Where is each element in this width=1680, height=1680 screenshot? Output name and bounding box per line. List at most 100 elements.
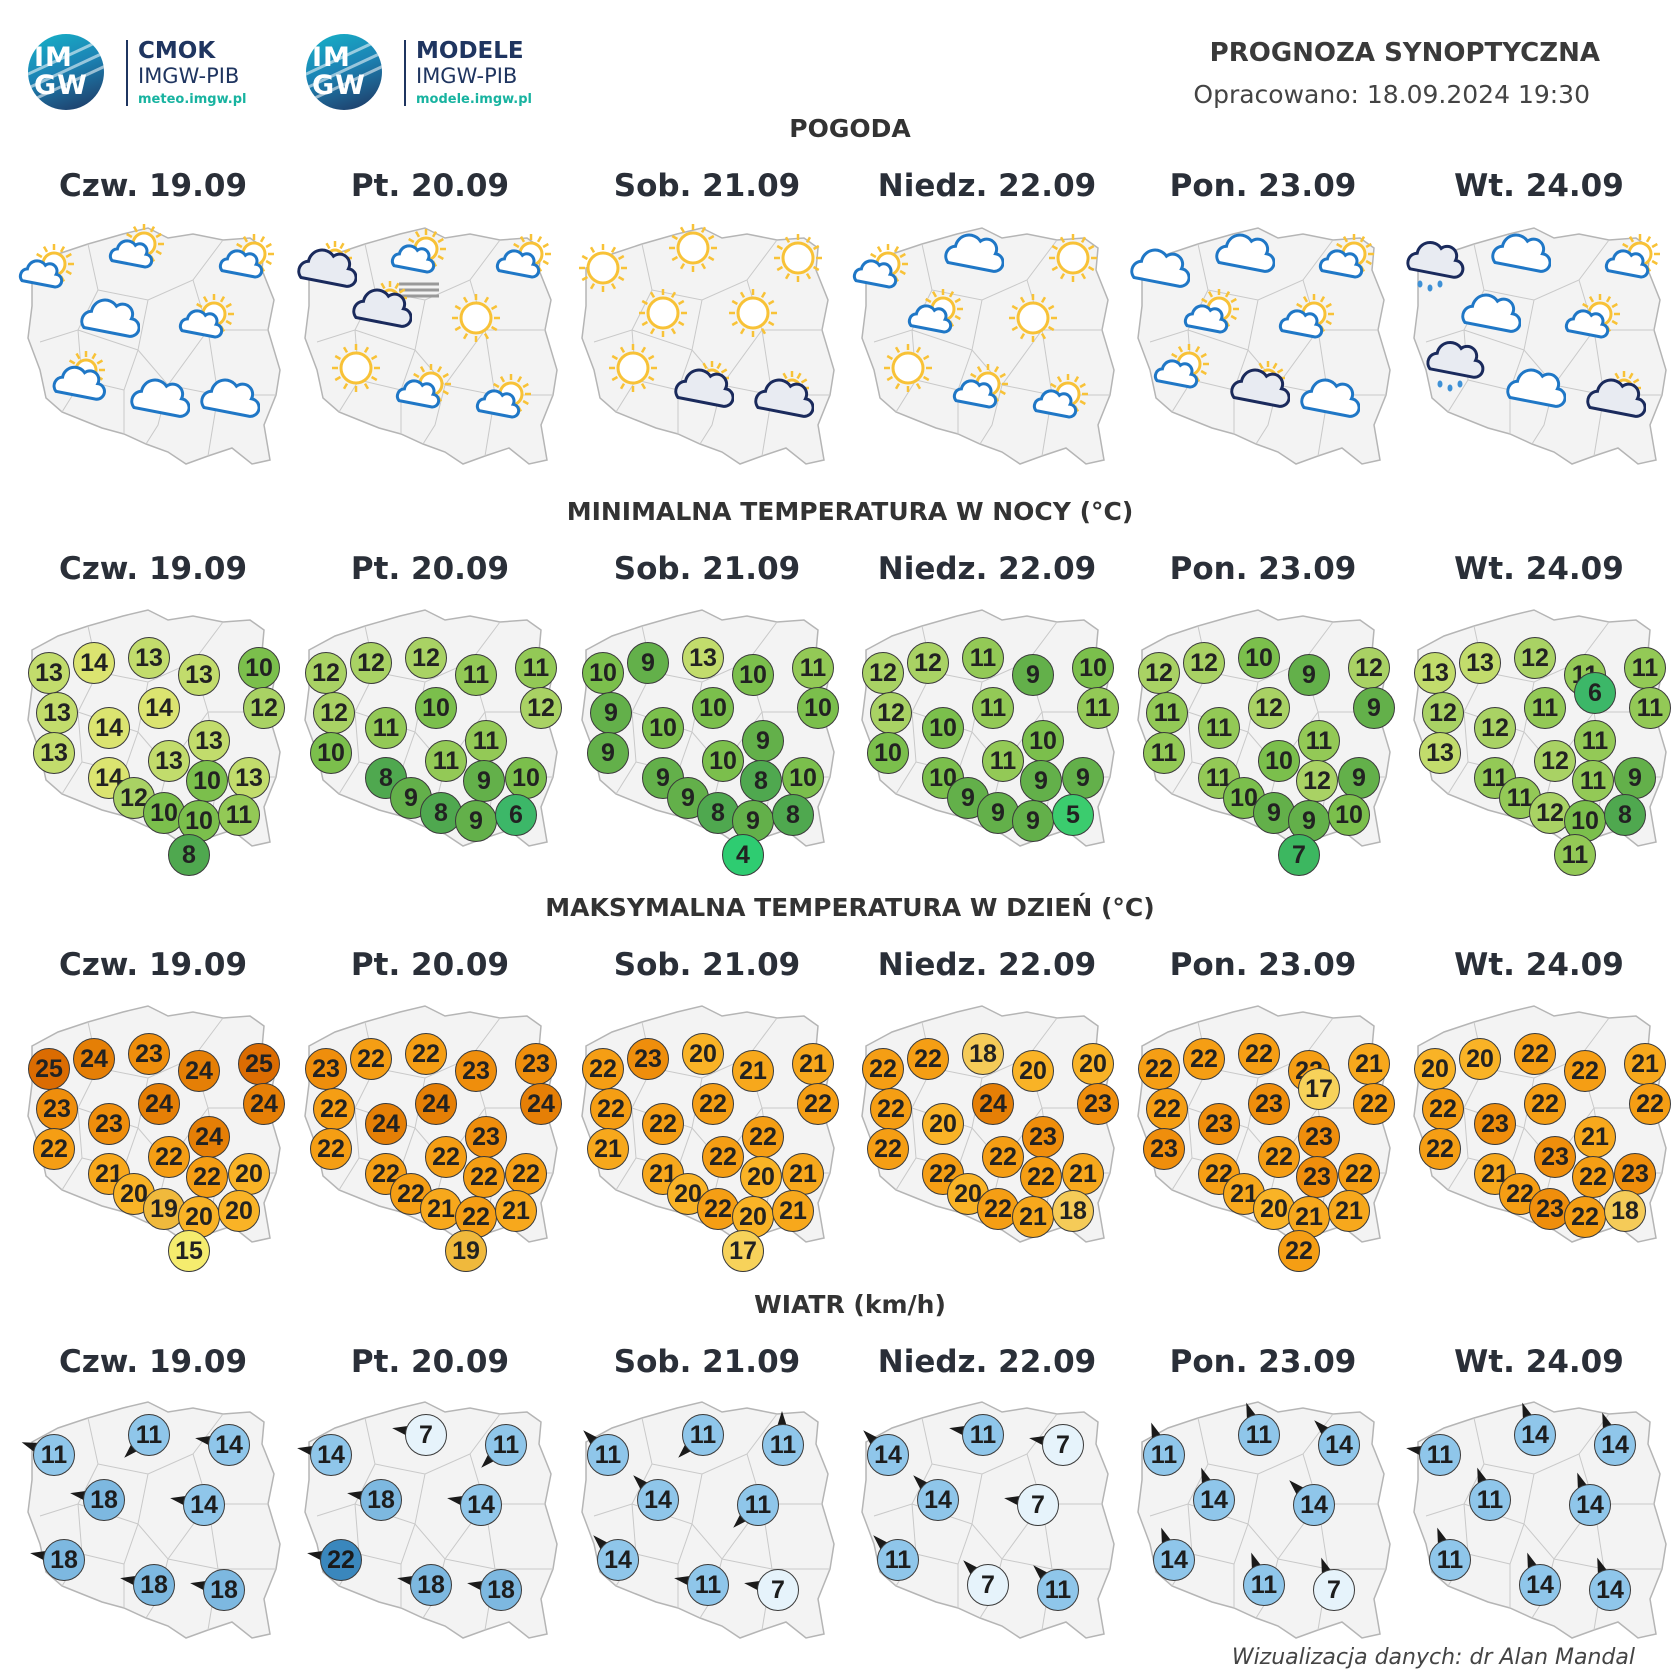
sun-cloud-small-icon bbox=[390, 229, 446, 274]
temperature-badge: 20 bbox=[682, 1033, 724, 1075]
temperature-badge: 12 bbox=[907, 642, 949, 684]
section-title-wind: WIATR (km/h) bbox=[754, 1290, 946, 1319]
rain-cloud-icon bbox=[1406, 241, 1465, 292]
temperature-badge: 12 bbox=[313, 692, 355, 734]
day-label: Pt. 20.09 bbox=[350, 1344, 510, 1380]
day-label: Wt. 24.09 bbox=[1454, 947, 1624, 983]
modele-logo[interactable]: IM GW MODELE IMGW-PIB modele.imgw.pl bbox=[306, 34, 556, 114]
wind-speed-badge: 14 bbox=[1569, 1484, 1611, 1526]
wind-speed-badge: 11 bbox=[737, 1484, 779, 1526]
temperature-badge: 10 bbox=[922, 707, 964, 749]
day-label: Niedz. 22.09 bbox=[877, 1344, 1097, 1380]
temperature-badge: 19 bbox=[445, 1230, 487, 1272]
wind-speed-badge: 11 bbox=[687, 1564, 729, 1606]
cmok-logo[interactable]: IM GW CMOK IMGW-PIB meteo.imgw.pl bbox=[28, 34, 278, 114]
wind-speed-badge: 14 bbox=[1193, 1479, 1235, 1521]
day-label: Czw. 19.09 bbox=[58, 551, 248, 587]
temperature-badge: 22 bbox=[742, 1116, 784, 1158]
temperature-badge: 13 bbox=[36, 692, 78, 734]
logo-mark-top: IM bbox=[312, 42, 351, 73]
sun-cloud-small-icon bbox=[1183, 289, 1239, 334]
temperature-badge: 6 bbox=[495, 794, 537, 836]
temperature-badge: 22 bbox=[982, 1136, 1024, 1178]
temperature-badge: 22 bbox=[590, 1088, 632, 1130]
temperature-badge: 23 bbox=[515, 1043, 557, 1085]
temperature-badge: 22 bbox=[505, 1153, 547, 1195]
day-label: Pon. 23.09 bbox=[1169, 1344, 1357, 1380]
wind-speed-badge: 11 bbox=[1037, 1569, 1079, 1611]
temperature-badge: 10 bbox=[415, 687, 457, 729]
temperature-badge: 21 bbox=[792, 1043, 834, 1085]
temperature-badge: 10 bbox=[1022, 720, 1064, 762]
sun-icon bbox=[774, 234, 822, 282]
temperature-badge: 11 bbox=[455, 654, 497, 696]
temperature-badge: 10 bbox=[186, 760, 228, 802]
cloud-icon bbox=[1461, 293, 1521, 333]
temperature-badge: 22 bbox=[1183, 1038, 1225, 1080]
day-label: Sob. 21.09 bbox=[613, 1344, 801, 1380]
wind-speed-badge: 11 bbox=[1419, 1434, 1461, 1476]
temperature-badge: 22 bbox=[867, 1128, 909, 1170]
temperature-badge: 11 bbox=[1574, 720, 1616, 762]
logo-url[interactable]: meteo.imgw.pl bbox=[138, 92, 247, 107]
sun-icon bbox=[1009, 294, 1057, 342]
temperature-badge: 10 bbox=[642, 707, 684, 749]
temperature-badge: 23 bbox=[1298, 1116, 1340, 1158]
day-label: Niedz. 22.09 bbox=[877, 947, 1097, 983]
temperature-badge: 10 bbox=[1328, 794, 1370, 836]
temperature-badge: 8 bbox=[740, 760, 782, 802]
temperature-badge: 18 bbox=[962, 1033, 1004, 1075]
temperature-badge: 22 bbox=[365, 1153, 407, 1195]
temperature-badge: 9 bbox=[455, 800, 497, 842]
rain-cloud-icon bbox=[1426, 341, 1485, 392]
day-label: Pon. 23.09 bbox=[1169, 168, 1357, 204]
temperature-badge: 21 bbox=[1328, 1190, 1370, 1232]
temperature-badge: 22 bbox=[797, 1083, 839, 1125]
sun-icon bbox=[579, 244, 627, 292]
day-label: Pon. 23.09 bbox=[1169, 551, 1357, 587]
temperature-badge: 22 bbox=[405, 1033, 447, 1075]
temperature-badge: 22 bbox=[582, 1048, 624, 1090]
temperature-badge: 23 bbox=[88, 1103, 130, 1145]
temperature-badge: 10 bbox=[732, 654, 774, 696]
temperature-badge: 21 bbox=[1348, 1043, 1390, 1085]
temperature-badge: 11 bbox=[982, 740, 1024, 782]
temperature-badge: 9 bbox=[1012, 654, 1054, 696]
temperature-badge: 13 bbox=[178, 654, 220, 696]
wind-speed-badge: 7 bbox=[1313, 1569, 1355, 1611]
temperature-badge: 22 bbox=[463, 1156, 505, 1198]
temperature-badge: 23 bbox=[1614, 1153, 1656, 1195]
temperature-badge: 23 bbox=[1534, 1136, 1576, 1178]
temperature-badge: 22 bbox=[702, 1136, 744, 1178]
cloud-icon bbox=[1130, 248, 1190, 288]
temperature-badge: 23 bbox=[1143, 1128, 1185, 1170]
temperature-badge: 12 bbox=[350, 642, 392, 684]
temperature-badge: 13 bbox=[682, 637, 724, 679]
temperature-badge: 9 bbox=[1338, 757, 1380, 799]
dark-cloud-icon bbox=[297, 241, 357, 288]
temperature-badge: 22 bbox=[1422, 1088, 1464, 1130]
temperature-badge: 17 bbox=[722, 1230, 764, 1272]
logo-name: CMOK bbox=[138, 38, 216, 64]
sun-cloud-small-icon bbox=[18, 244, 74, 289]
cloud-icon bbox=[1215, 233, 1275, 273]
temperature-badge: 10 bbox=[692, 687, 734, 729]
sun-cloud-small-icon bbox=[1153, 344, 1209, 389]
temperature-badge: 24 bbox=[972, 1083, 1014, 1125]
temperature-badge: 25 bbox=[28, 1048, 70, 1090]
temperature-badge: 12 bbox=[1534, 740, 1576, 782]
temperature-badge: 9 bbox=[1020, 760, 1062, 802]
temperature-badge: 11 bbox=[1524, 687, 1566, 729]
logo-url[interactable]: modele.imgw.pl bbox=[416, 92, 532, 107]
temperature-badge: 12 bbox=[870, 692, 912, 734]
temperature-badge: 22 bbox=[1514, 1033, 1556, 1075]
wind-speed-badge: 14 bbox=[1519, 1564, 1561, 1606]
temperature-badge: 21 bbox=[1624, 1043, 1666, 1085]
temperature-badge: 13 bbox=[28, 652, 70, 694]
day-label: Sob. 21.09 bbox=[613, 168, 801, 204]
day-label: Niedz. 22.09 bbox=[877, 551, 1097, 587]
temperature-badge: 22 bbox=[1524, 1083, 1566, 1125]
temperature-badge: 14 bbox=[73, 642, 115, 684]
temperature-badge: 10 bbox=[1223, 777, 1265, 819]
dark-cloud-icon bbox=[1230, 361, 1290, 408]
